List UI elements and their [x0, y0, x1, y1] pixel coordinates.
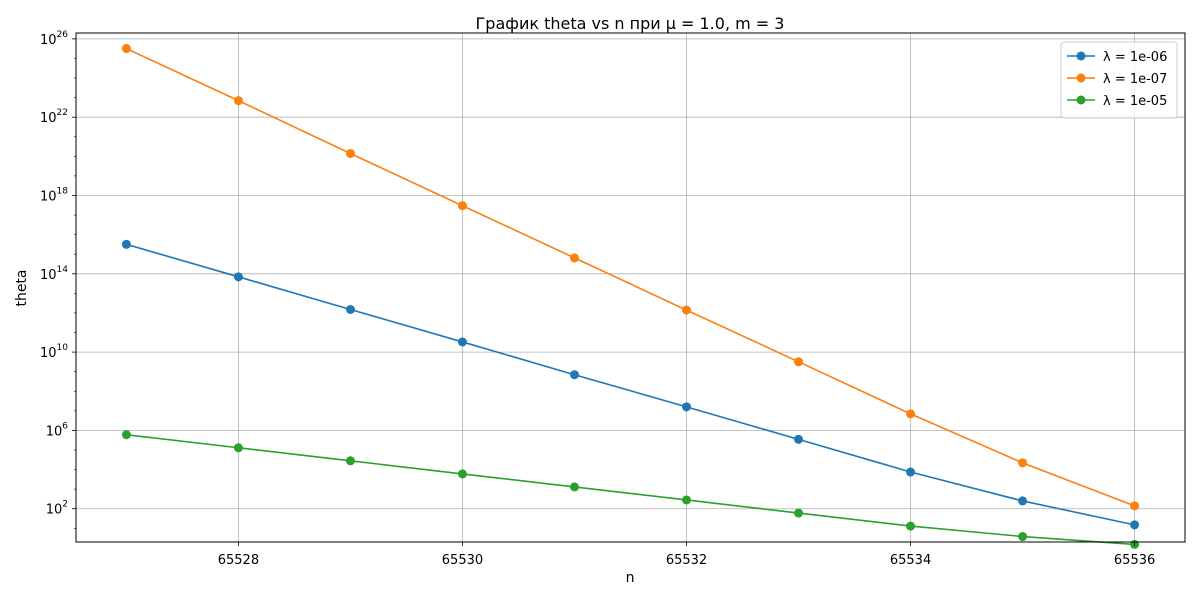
legend-swatch-marker: [1076, 51, 1086, 61]
data-point: [1130, 501, 1140, 511]
legend-swatch-marker: [1076, 73, 1086, 83]
series-layer: [121, 44, 1140, 549]
x-tick-label: 65530: [442, 553, 483, 568]
series-line: [126, 433, 1135, 546]
legend-item: λ = 1e-07: [1067, 72, 1167, 87]
data-point: [457, 469, 467, 479]
series-line: [126, 47, 1135, 507]
data-point: [1018, 532, 1028, 542]
plot-frame: [75, 32, 1186, 543]
data-point: [794, 357, 804, 367]
y-tick-label: 1014: [40, 265, 68, 283]
x-axis-label: n: [626, 570, 635, 586]
legend-label: λ = 1e-05: [1103, 94, 1167, 109]
data-point: [233, 443, 243, 453]
data-point: [682, 305, 692, 315]
chart-title: График theta vs n при μ = 1.0, m = 3: [476, 14, 785, 33]
data-point: [682, 402, 692, 412]
data-point: [457, 337, 467, 347]
data-point: [233, 272, 243, 282]
y-tick-label: 106: [46, 421, 69, 439]
y-tick-label: 1010: [40, 343, 68, 361]
series-1: [121, 239, 1140, 530]
data-point: [345, 456, 355, 466]
y-tick-label: 1018: [40, 186, 68, 204]
data-point: [1018, 496, 1028, 506]
legend-label: λ = 1e-06: [1103, 50, 1167, 65]
y-tick-label: 102: [46, 500, 68, 518]
data-point: [121, 430, 131, 440]
data-point: [569, 253, 579, 263]
legend-swatch-marker: [1076, 95, 1086, 105]
data-point: [121, 239, 131, 249]
legend-item: λ = 1e-05: [1067, 94, 1167, 109]
x-axis: 65528 65530 65532 65534 65536: [218, 542, 1155, 568]
data-point: [569, 482, 579, 492]
grid: [76, 33, 1185, 542]
legend-item: λ = 1e-06: [1067, 50, 1167, 65]
data-point: [345, 148, 355, 158]
data-point: [906, 521, 916, 531]
data-point: [569, 370, 579, 380]
series-3: [121, 430, 1140, 549]
data-point: [233, 96, 243, 106]
x-tick-label: 65534: [890, 553, 931, 568]
y-tick-label: 1022: [40, 108, 68, 126]
y-axis-label: theta: [14, 269, 30, 306]
legend-box: [1060, 41, 1178, 119]
data-point: [1018, 458, 1028, 468]
data-point: [121, 44, 131, 54]
series-2: [121, 44, 1140, 511]
data-point: [457, 201, 467, 211]
x-tick-label: 65532: [666, 553, 707, 568]
legend: λ = 1e-06 λ = 1e-07 λ = 1e-05: [1060, 41, 1178, 119]
y-tick-label: 1026: [40, 30, 68, 48]
data-point: [794, 434, 804, 444]
x-tick-label: 65528: [218, 553, 259, 568]
data-point: [682, 495, 692, 505]
data-point: [906, 467, 916, 477]
data-point: [906, 409, 916, 419]
data-point: [345, 305, 355, 315]
data-point: [1130, 520, 1140, 530]
series-line: [126, 243, 1135, 526]
data-point: [794, 508, 804, 518]
legend-label: λ = 1e-07: [1103, 72, 1167, 87]
y-axis: 102 106 1010 1014 1018 1022 1026: [40, 30, 76, 529]
x-tick-label: 65536: [1114, 553, 1155, 568]
